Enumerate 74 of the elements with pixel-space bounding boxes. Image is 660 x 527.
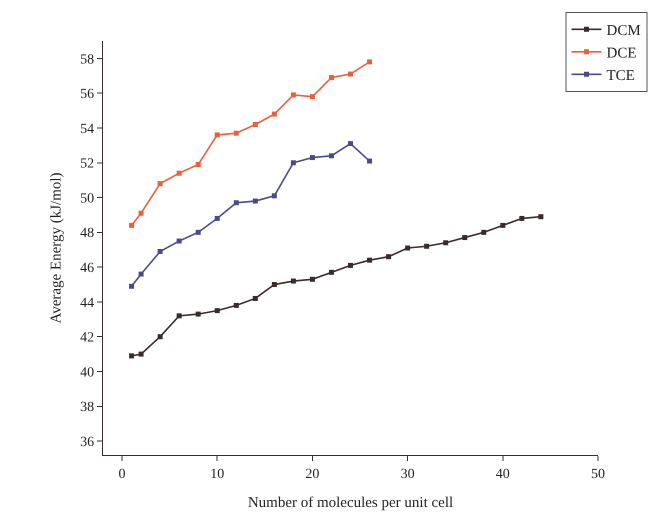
point bbox=[129, 222, 134, 228]
point bbox=[348, 262, 353, 268]
point bbox=[272, 193, 277, 198]
legend-label: TCE bbox=[606, 68, 635, 84]
point bbox=[348, 72, 353, 77]
y-axis-title: Average Energy (kJ/mol) bbox=[48, 172, 64, 324]
point bbox=[290, 92, 296, 98]
point bbox=[138, 210, 144, 216]
point bbox=[176, 170, 182, 176]
point bbox=[367, 158, 372, 164]
point bbox=[367, 59, 372, 64]
y-tick-label: 52 bbox=[80, 156, 94, 172]
legend-label: DCM bbox=[606, 23, 641, 40]
point bbox=[310, 276, 315, 282]
point bbox=[129, 284, 134, 289]
point bbox=[252, 122, 258, 127]
point bbox=[290, 160, 296, 166]
point bbox=[214, 132, 220, 138]
point bbox=[424, 244, 430, 249]
x-axis-title: Number of molecules per unit cell bbox=[248, 494, 454, 511]
point bbox=[538, 214, 544, 220]
point bbox=[328, 153, 334, 158]
point bbox=[234, 200, 239, 206]
x-tick-label: 50 bbox=[591, 466, 605, 482]
point bbox=[367, 258, 372, 263]
point bbox=[405, 246, 410, 250]
y-tick-label: 40 bbox=[80, 365, 94, 380]
point bbox=[138, 352, 144, 357]
point bbox=[386, 254, 392, 260]
point bbox=[481, 230, 486, 235]
point bbox=[234, 302, 239, 308]
point bbox=[214, 308, 220, 314]
x-tick-label: 0 bbox=[118, 466, 126, 482]
y-tick-label: 42 bbox=[80, 330, 94, 346]
point bbox=[272, 112, 277, 117]
y-tick-label: 48 bbox=[80, 226, 94, 242]
point bbox=[348, 141, 353, 146]
point bbox=[129, 353, 134, 358]
x-tick-label: 20 bbox=[305, 466, 320, 482]
point bbox=[176, 313, 182, 318]
x-tick-label: 30 bbox=[400, 466, 415, 482]
point bbox=[176, 238, 182, 244]
point bbox=[252, 198, 258, 204]
point bbox=[500, 222, 506, 228]
y-tick-label: 56 bbox=[80, 87, 94, 102]
point bbox=[462, 235, 468, 240]
point bbox=[234, 130, 239, 136]
y-tick-label: 54 bbox=[80, 122, 94, 137]
point bbox=[138, 272, 144, 277]
y-tick-label: 44 bbox=[80, 296, 94, 311]
x-tick-label: 10 bbox=[210, 466, 224, 482]
y-tick-label: 38 bbox=[80, 400, 94, 416]
point bbox=[196, 162, 201, 167]
y-tick-label: 36 bbox=[80, 434, 94, 450]
point bbox=[214, 216, 220, 221]
point bbox=[519, 216, 524, 221]
point bbox=[158, 248, 163, 254]
y-tick-label: 58 bbox=[80, 52, 94, 68]
y-tick-label: 46 bbox=[80, 261, 94, 276]
point bbox=[328, 270, 334, 275]
point bbox=[310, 155, 315, 160]
point bbox=[252, 296, 258, 301]
point bbox=[158, 334, 163, 340]
point bbox=[196, 312, 201, 317]
x-tick-label: 40 bbox=[496, 466, 510, 482]
point bbox=[272, 282, 277, 288]
legend-label: DCE bbox=[606, 46, 636, 62]
point bbox=[328, 75, 334, 80]
y-tick-label: 50 bbox=[80, 191, 94, 206]
point bbox=[443, 240, 448, 246]
point bbox=[158, 181, 163, 186]
point bbox=[290, 278, 296, 284]
point bbox=[310, 94, 315, 100]
point bbox=[196, 230, 201, 235]
